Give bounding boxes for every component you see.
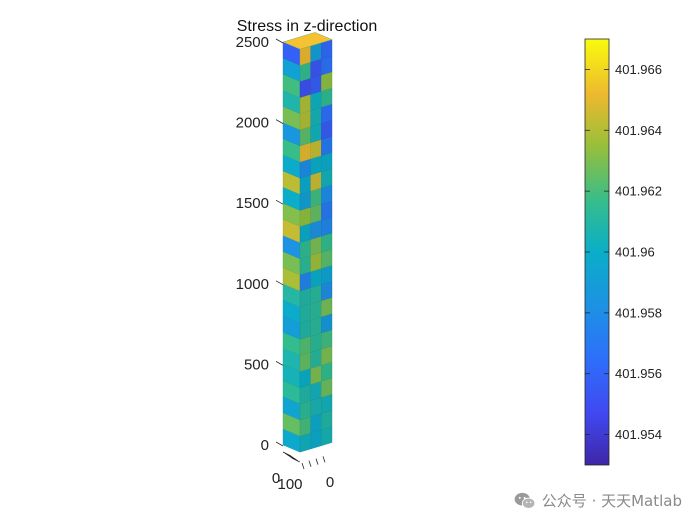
stress-column bbox=[282, 32, 333, 453]
colorbar-tick-label: 401.956 bbox=[615, 366, 662, 381]
watermark-text: 公众号 · 天天Matlab bbox=[541, 492, 682, 510]
colorbar-tick-label: 401.966 bbox=[615, 62, 662, 77]
z-tick-mark bbox=[275, 280, 284, 286]
z-tick-label: 1000 bbox=[236, 276, 269, 293]
z-tick-label: 2500 bbox=[236, 34, 269, 51]
colorbar-tick-label: 401.964 bbox=[615, 123, 662, 138]
z-axis: 0 500 1000 1500 2000 2500 bbox=[236, 34, 284, 454]
z-tick-mark bbox=[275, 119, 284, 124]
colorbar-tick-label: 401.954 bbox=[615, 427, 662, 442]
colorbar-tick-label: 401.962 bbox=[615, 184, 662, 199]
chart-title: Stress in z-direction bbox=[237, 18, 378, 35]
z-tick-label: 0 bbox=[261, 437, 269, 454]
wechat-icon bbox=[514, 492, 536, 509]
y-tick-mark bbox=[301, 462, 305, 470]
colorbar-tick-label: 401.958 bbox=[615, 305, 662, 320]
y-tick-label: 0 bbox=[326, 474, 334, 491]
z-tick-mark bbox=[275, 38, 284, 44]
x-tick-label: 0 bbox=[272, 470, 280, 487]
z-tick-mark bbox=[275, 441, 284, 447]
watermark: 公众号 · 天天Matlab bbox=[514, 490, 682, 511]
colorbar-tick-label: 401.96 bbox=[615, 245, 655, 260]
colorbar: 401.954 401.956 401.958 401.96 401.962 401.96… bbox=[584, 38, 662, 466]
z-tick-mark bbox=[275, 361, 284, 366]
x-tick-mark bbox=[291, 457, 300, 463]
y-tick-mark bbox=[315, 458, 319, 465]
column-top-cap bbox=[282, 32, 333, 50]
y-tick-mark bbox=[322, 456, 326, 463]
z-tick-label: 2000 bbox=[236, 115, 269, 132]
x-tick-label: 100 bbox=[277, 476, 302, 493]
y-tick-mark bbox=[308, 460, 312, 467]
z-tick-label: 1500 bbox=[236, 195, 269, 212]
z-tick-label: 500 bbox=[244, 356, 269, 373]
z-tick-mark bbox=[275, 199, 284, 205]
